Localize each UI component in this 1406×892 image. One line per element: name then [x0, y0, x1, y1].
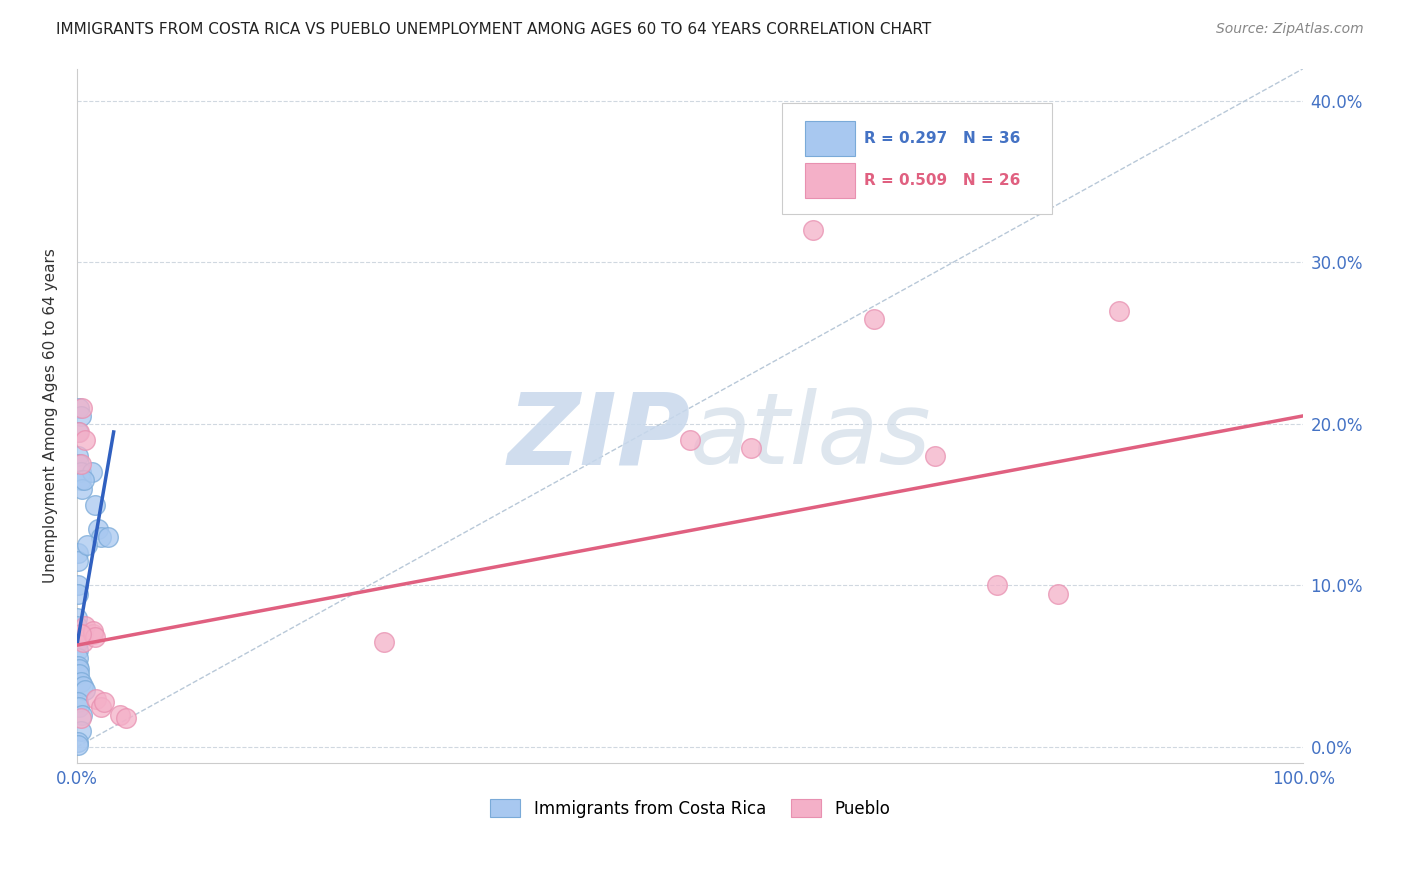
Point — [76, 538, 98, 552]
Point — [82, 627, 104, 641]
Text: IMMIGRANTS FROM COSTA RICA VS PUEBLO UNEMPLOYMENT AMONG AGES 60 TO 64 YEARS CORR: IMMIGRANTS FROM COSTA RICA VS PUEBLO UNE… — [56, 22, 932, 37]
Point — [66, 611, 89, 625]
Point — [115, 711, 138, 725]
Text: Source: ZipAtlas.com: Source: ZipAtlas.com — [1216, 22, 1364, 37]
Y-axis label: Unemployment Among Ages 60 to 64 years: Unemployment Among Ages 60 to 64 years — [44, 248, 58, 583]
Point — [67, 554, 90, 568]
Text: atlas: atlas — [690, 388, 932, 485]
Point — [69, 711, 91, 725]
Point — [67, 739, 90, 753]
Point — [72, 635, 94, 649]
Point — [67, 425, 90, 439]
Point — [67, 457, 90, 471]
Point — [84, 498, 107, 512]
Point — [67, 546, 90, 560]
Point — [66, 578, 89, 592]
Point — [75, 433, 97, 447]
FancyBboxPatch shape — [806, 163, 855, 198]
Point — [86, 691, 108, 706]
Point — [69, 474, 91, 488]
Point — [75, 619, 97, 633]
Point — [679, 433, 702, 447]
Point — [93, 695, 115, 709]
Text: R = 0.297   N = 36: R = 0.297 N = 36 — [865, 131, 1021, 146]
Point — [67, 699, 90, 714]
Point — [1047, 586, 1070, 600]
Point — [67, 425, 90, 439]
Point — [84, 630, 107, 644]
Point — [90, 530, 112, 544]
Point — [70, 482, 93, 496]
Point — [73, 474, 96, 488]
Point — [69, 675, 91, 690]
Legend: Immigrants from Costa Rica, Pueblo: Immigrants from Costa Rica, Pueblo — [484, 793, 897, 824]
Point — [82, 624, 104, 638]
Point — [87, 522, 110, 536]
Point — [986, 578, 1008, 592]
Point — [69, 723, 91, 738]
Point — [924, 449, 946, 463]
Point — [70, 401, 93, 415]
Point — [108, 707, 131, 722]
Text: ZIP: ZIP — [508, 388, 690, 485]
Point — [69, 466, 91, 480]
Text: R = 0.509   N = 26: R = 0.509 N = 26 — [865, 173, 1021, 188]
Point — [67, 401, 90, 415]
Point — [67, 695, 90, 709]
Point — [70, 707, 93, 722]
FancyBboxPatch shape — [806, 121, 855, 156]
Point — [1108, 303, 1130, 318]
Point — [740, 441, 762, 455]
Point — [66, 635, 89, 649]
Point — [66, 735, 89, 749]
Point — [67, 586, 90, 600]
Point — [67, 651, 90, 665]
Point — [75, 683, 97, 698]
Point — [66, 643, 89, 657]
Point — [80, 466, 103, 480]
Point — [66, 619, 89, 633]
Point — [67, 449, 90, 463]
FancyBboxPatch shape — [782, 103, 1052, 214]
Point — [96, 530, 118, 544]
Point — [72, 679, 94, 693]
Point — [90, 699, 112, 714]
Point — [72, 627, 94, 641]
Point — [67, 667, 90, 681]
Point — [801, 223, 824, 237]
Point — [69, 457, 91, 471]
Point — [67, 662, 90, 676]
Point — [373, 635, 395, 649]
Point — [863, 312, 886, 326]
Point — [69, 409, 91, 423]
Point — [69, 627, 91, 641]
Point — [67, 659, 90, 673]
